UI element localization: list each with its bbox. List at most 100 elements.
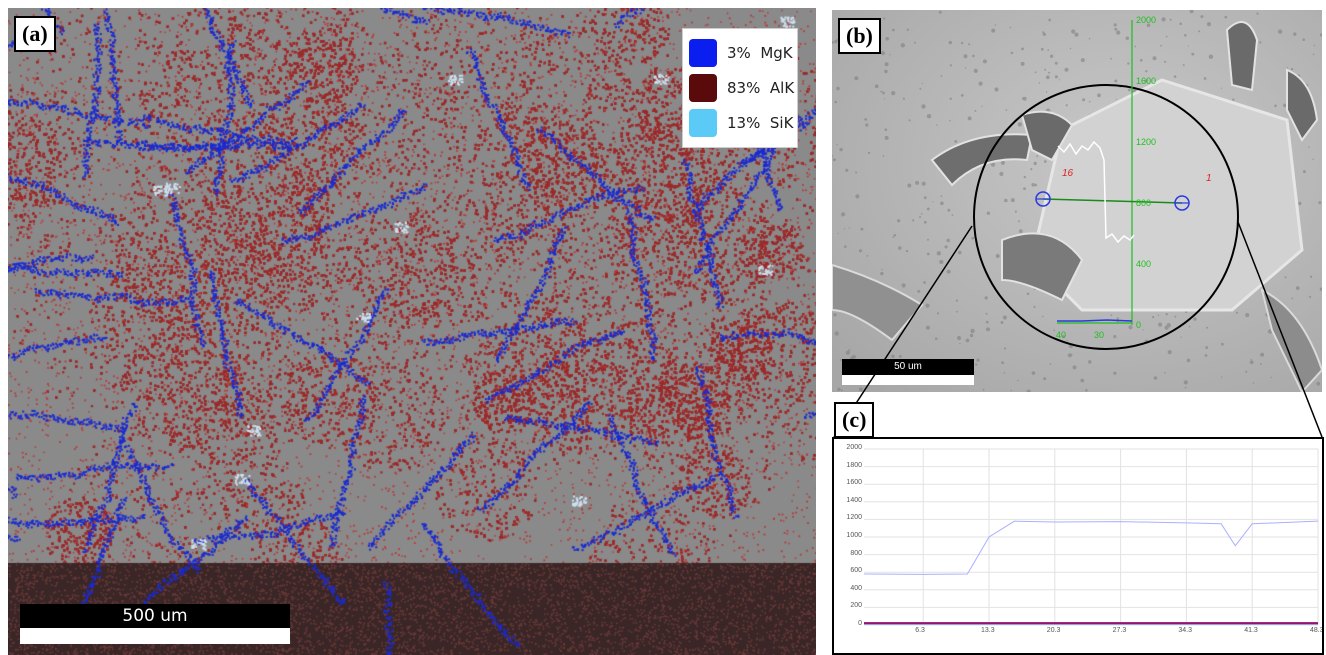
sem-texture-dot xyxy=(882,155,885,157)
sem-texture-dot xyxy=(1183,380,1188,385)
sem-texture-dot xyxy=(1250,359,1252,361)
sem-texture-dot xyxy=(1010,198,1015,203)
sem-texture-dot xyxy=(844,245,847,248)
x-tick-label: 48.3 xyxy=(1310,627,1324,634)
sem-texture-dot xyxy=(1097,93,1101,98)
eds-map-image xyxy=(8,8,816,655)
sem-texture-dot xyxy=(1169,18,1172,21)
sem-texture-dot xyxy=(1221,376,1223,378)
sem-texture-dot xyxy=(1058,79,1060,81)
y-tick-label: 400 xyxy=(850,584,862,592)
sem-texture-dot xyxy=(1277,29,1283,34)
region-label-1: 1 xyxy=(1206,173,1212,184)
sem-texture-dot xyxy=(1295,286,1300,290)
sem-texture-dot xyxy=(892,236,894,238)
sem-texture-dot xyxy=(839,147,843,152)
sem-texture-dot xyxy=(1198,30,1201,33)
sem-texture-dot xyxy=(963,54,968,59)
sem-texture-dot xyxy=(923,281,926,284)
panel-a-label: (a) xyxy=(14,16,56,52)
sem-texture-dot xyxy=(938,10,942,14)
profile-tick-2000: 2000 xyxy=(1136,15,1157,25)
profile-tick-400: 400 xyxy=(1136,259,1152,269)
sem-texture-dot xyxy=(1200,15,1204,19)
sem-texture-dot xyxy=(960,41,964,45)
sem-texture-dot xyxy=(874,84,879,89)
sem-texture-dot xyxy=(1158,322,1163,327)
sem-texture-dot xyxy=(1144,79,1148,83)
sem-texture-dot xyxy=(1290,68,1294,71)
x-tick-label: 41.3 xyxy=(1244,627,1258,634)
sem-texture-dot xyxy=(917,289,921,293)
sem-texture-dot xyxy=(1067,353,1072,358)
sem-texture-dot xyxy=(840,389,843,392)
sem-texture-dot xyxy=(901,283,906,288)
sem-texture-dot xyxy=(1125,36,1129,40)
sem-texture-dot xyxy=(1048,71,1051,74)
sem-texture-dot xyxy=(1010,51,1014,55)
sem-texture-dot xyxy=(944,245,948,249)
x-tick-label: 13.3 xyxy=(981,627,995,634)
sem-texture-dot xyxy=(1033,305,1036,308)
sem-texture-dot xyxy=(1249,360,1254,365)
sem-texture-dot xyxy=(1204,354,1208,357)
sem-texture-dot xyxy=(1088,360,1092,364)
sem-texture-dot xyxy=(1045,91,1048,93)
sem-texture-dot xyxy=(1259,41,1262,44)
sem-texture-dot xyxy=(1002,315,1007,320)
sem-texture-dot xyxy=(932,201,934,203)
sem-texture-dot xyxy=(940,75,943,77)
sem-texture-dot xyxy=(1283,103,1287,108)
sem-texture-dot xyxy=(921,104,926,109)
sem-texture-dot xyxy=(1082,98,1086,102)
sem-texture-dot xyxy=(845,350,850,355)
sem-texture-dot xyxy=(1203,77,1207,80)
sem-texture-dot xyxy=(1165,313,1168,316)
sem-texture-dot xyxy=(1309,275,1313,278)
sem-texture-dot xyxy=(1010,389,1013,392)
sem-texture-dot xyxy=(1018,220,1020,223)
sem-texture-dot xyxy=(834,39,838,44)
sem-texture-dot xyxy=(912,219,915,222)
sem-texture-dot xyxy=(1127,62,1130,65)
sem-texture-dot xyxy=(1022,96,1027,101)
sem-texture-dot xyxy=(855,194,860,199)
sem-texture-dot xyxy=(925,325,930,330)
sem-texture-dot xyxy=(926,252,930,256)
sem-texture-dot xyxy=(832,155,833,158)
sem-texture-dot xyxy=(905,249,909,253)
sem-texture-dot xyxy=(1005,109,1008,111)
sem-texture-dot xyxy=(948,40,952,45)
sem-texture-dot xyxy=(845,168,849,172)
sem-texture-dot xyxy=(1206,326,1209,329)
sem-texture-dot xyxy=(1161,17,1166,22)
sem-texture-dot xyxy=(1164,60,1167,63)
sem-texture-dot xyxy=(965,338,970,343)
sem-texture-dot xyxy=(985,327,991,332)
sem-texture-dot xyxy=(884,62,889,67)
sem-texture-dot xyxy=(994,24,997,26)
sem-texture-dot xyxy=(1036,155,1039,158)
sem-texture-dot xyxy=(1080,378,1085,383)
sem-texture-dot xyxy=(978,81,983,86)
sem-texture-dot xyxy=(1113,23,1117,27)
sem-texture-dot xyxy=(1160,44,1162,47)
sem-texture-dot xyxy=(1191,52,1195,56)
sem-texture-dot xyxy=(951,214,954,216)
sem-texture-dot xyxy=(881,268,883,271)
sem-texture-dot xyxy=(1009,26,1012,29)
sem-texture-dot xyxy=(1116,317,1119,320)
sem-texture-dot xyxy=(884,135,889,140)
y-tick-label: 2000 xyxy=(846,444,862,451)
sem-texture-dot xyxy=(832,40,834,44)
sem-texture-dot xyxy=(1235,311,1238,314)
sem-texture-dot xyxy=(1291,297,1294,300)
sem-texture-dot xyxy=(1030,168,1033,171)
sem-texture-dot xyxy=(1049,54,1054,58)
sem-texture-dot xyxy=(1164,372,1166,374)
sem-texture-dot xyxy=(925,303,930,308)
sem-texture-dot xyxy=(882,91,885,95)
sem-texture-dot xyxy=(882,90,884,92)
sem-texture-dot xyxy=(994,87,999,92)
profile-tick-800: 800 xyxy=(1136,198,1152,208)
